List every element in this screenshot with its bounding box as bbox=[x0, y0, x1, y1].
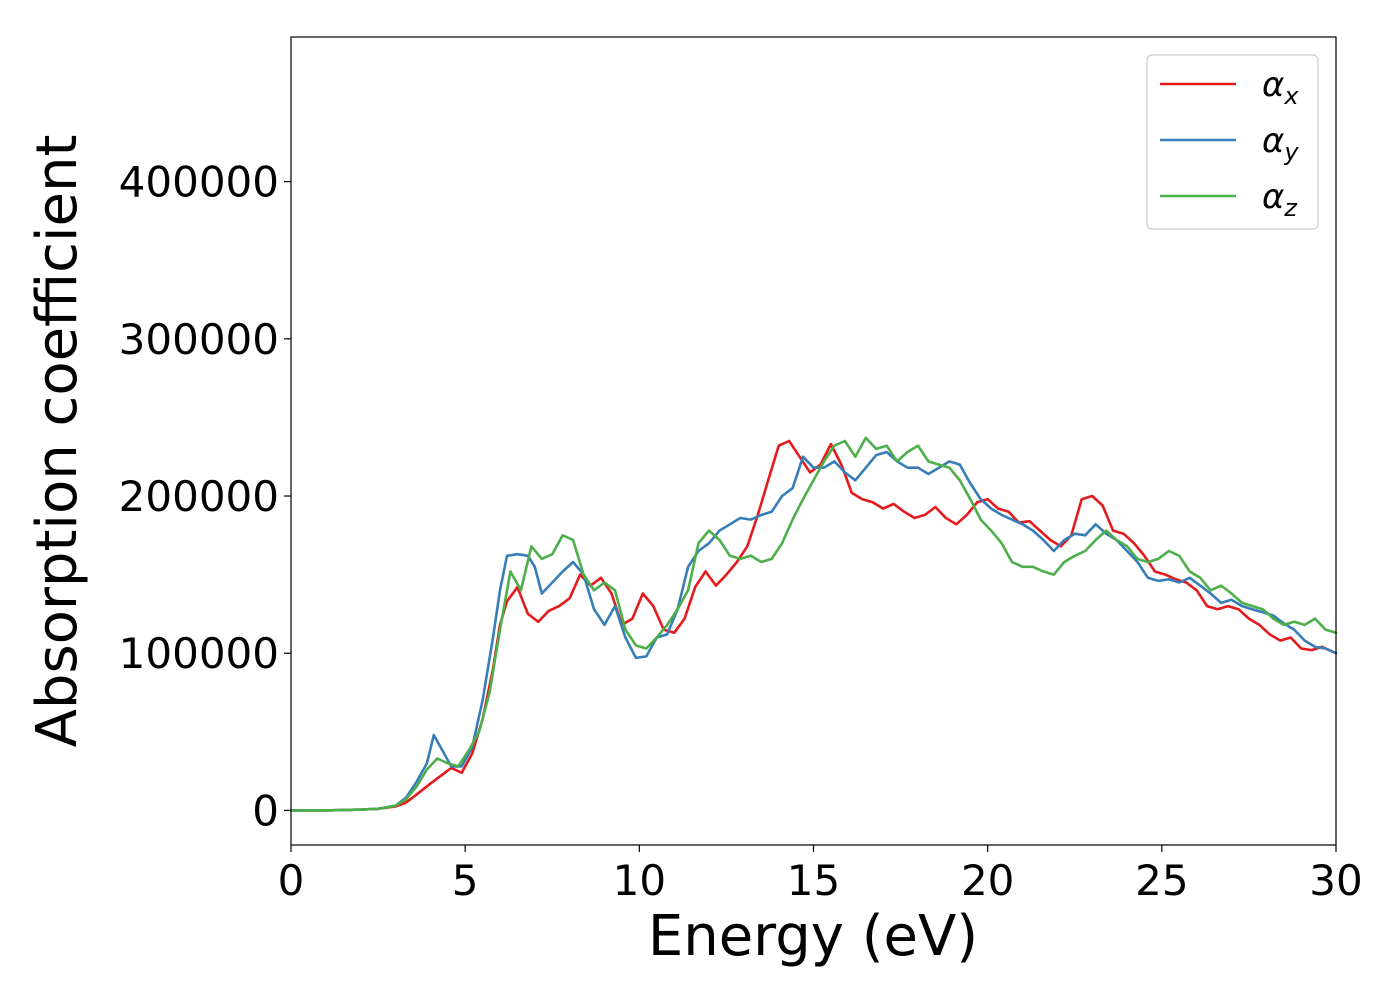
x-tick-label: 15 bbox=[787, 856, 840, 905]
series-line-y bbox=[289, 450, 1338, 812]
legend-label-y: αy bbox=[1262, 121, 1299, 166]
legend-box bbox=[1146, 54, 1319, 230]
legend-symbol: α bbox=[1262, 121, 1284, 161]
y-axis-title: Absorption coefficient bbox=[25, 135, 90, 748]
legend-label-x: αx bbox=[1262, 65, 1299, 110]
x-tick-label: 25 bbox=[1135, 856, 1188, 905]
y-tick-label: 400000 bbox=[119, 158, 279, 207]
legend-subscript: y bbox=[1283, 138, 1299, 166]
series-line-z bbox=[289, 436, 1338, 812]
x-axis-ticks: 0 5 10 15 20 25 30 bbox=[278, 845, 1363, 905]
legend-subscript: x bbox=[1283, 82, 1299, 110]
series-lines bbox=[289, 436, 1338, 812]
series-line-x bbox=[289, 439, 1338, 812]
y-tick-label: 300000 bbox=[119, 315, 279, 364]
legend-label-z: αz bbox=[1262, 177, 1298, 222]
x-axis-title: Energy (eV) bbox=[648, 904, 978, 969]
y-tick-label: 100000 bbox=[119, 629, 279, 678]
y-tick-label: 0 bbox=[252, 786, 279, 835]
y-axis-ticks: 0 100000 200000 300000 400000 bbox=[119, 158, 291, 835]
x-tick-label: 30 bbox=[1309, 856, 1362, 905]
legend-symbol: α bbox=[1262, 65, 1284, 105]
legend-subscript: z bbox=[1283, 194, 1298, 222]
x-tick-label: 10 bbox=[613, 856, 666, 905]
legend-symbol: α bbox=[1262, 177, 1284, 217]
x-tick-label: 0 bbox=[278, 856, 305, 905]
plot-frame bbox=[290, 36, 1337, 846]
x-tick-label: 5 bbox=[452, 856, 479, 905]
y-tick-label: 200000 bbox=[119, 472, 279, 521]
x-tick-label: 20 bbox=[961, 856, 1014, 905]
